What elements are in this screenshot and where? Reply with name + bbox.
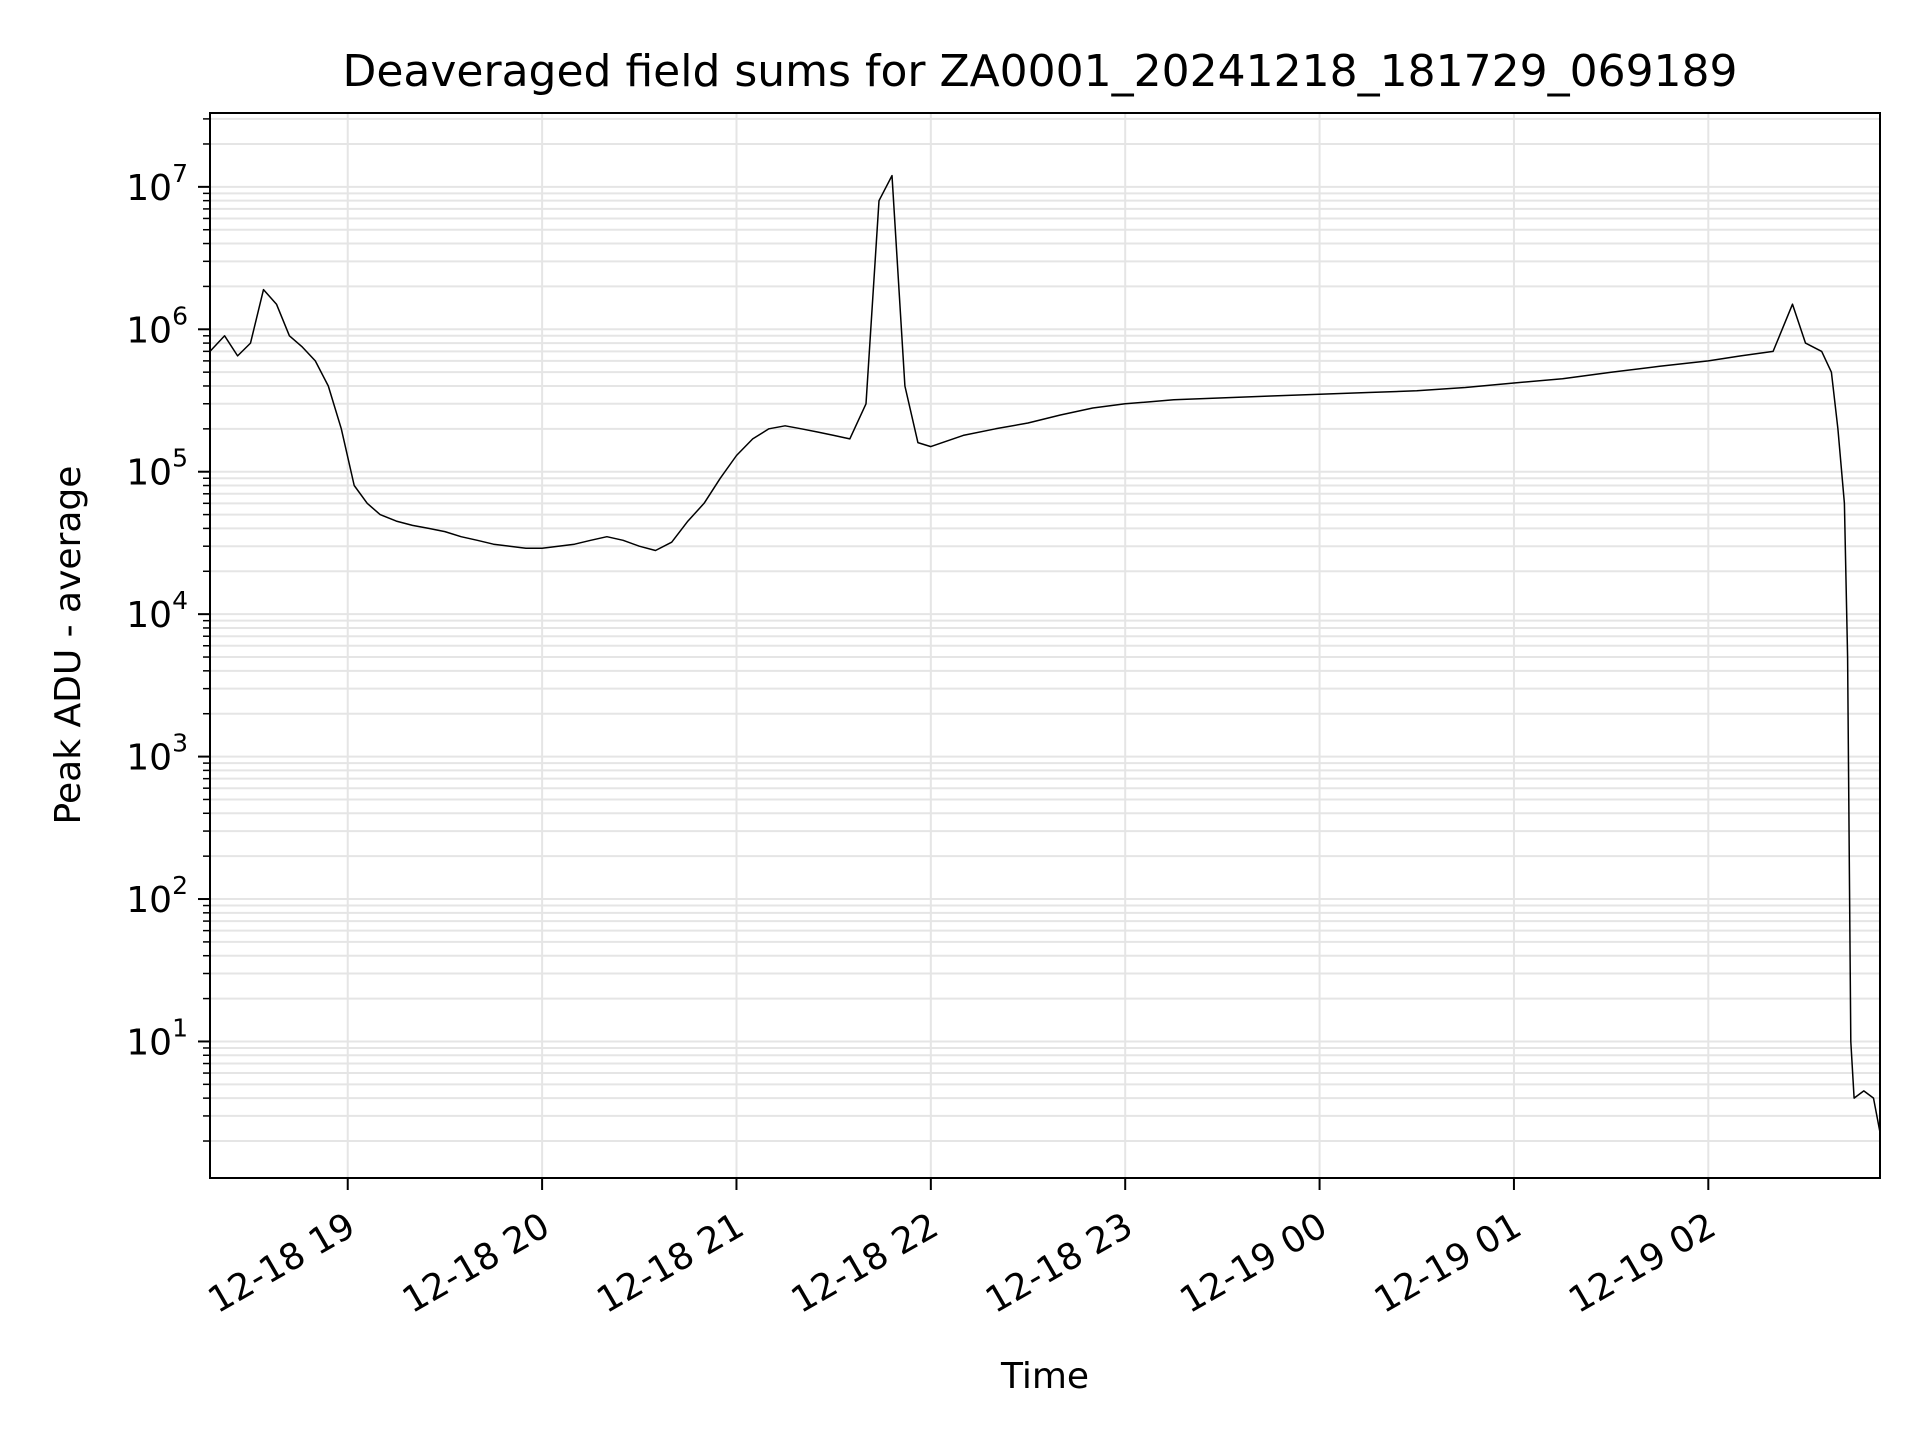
y-tick-label: 102 bbox=[126, 871, 188, 921]
y-tick-label: 104 bbox=[126, 586, 188, 636]
y-tick-label: 107 bbox=[126, 159, 188, 209]
chart-title: Deaveraged field sums for ZA0001_2024121… bbox=[342, 46, 1737, 97]
y-minor-gridlines bbox=[210, 117, 1880, 1143]
series-line bbox=[209, 174, 1881, 1133]
y-tick-base: 10 bbox=[126, 453, 172, 494]
y-minor-ticks bbox=[203, 118, 210, 1142]
y-tick-label: 103 bbox=[126, 729, 188, 779]
y-tick-base: 10 bbox=[126, 1022, 172, 1063]
y-tick-base: 10 bbox=[126, 595, 172, 636]
y-tick-exponent: 6 bbox=[172, 301, 188, 330]
y-tick-exponent: 5 bbox=[172, 444, 188, 473]
y-tick-base: 10 bbox=[126, 880, 172, 921]
y-tick-base: 10 bbox=[126, 310, 172, 351]
series-layer bbox=[209, 174, 1881, 1133]
y-tick-base: 10 bbox=[126, 168, 172, 209]
x-gridlines bbox=[346, 113, 1710, 1178]
y-tick-label: 105 bbox=[126, 444, 188, 494]
y-tick-exponent: 7 bbox=[172, 159, 188, 188]
y-tick-base: 10 bbox=[126, 738, 172, 779]
y-tick-exponent: 2 bbox=[172, 871, 188, 900]
y-tick-exponent: 3 bbox=[172, 729, 188, 758]
x-axis-label: Time bbox=[1000, 1356, 1089, 1397]
y-tick-label: 101 bbox=[126, 1013, 188, 1063]
y-tick-exponent: 1 bbox=[172, 1013, 188, 1042]
y-tick-label: 106 bbox=[126, 301, 188, 351]
y-major-gridlines bbox=[210, 185, 1880, 1043]
y-axis-label: Peak ADU - average bbox=[48, 466, 89, 825]
y-tick-exponent: 4 bbox=[172, 586, 188, 615]
